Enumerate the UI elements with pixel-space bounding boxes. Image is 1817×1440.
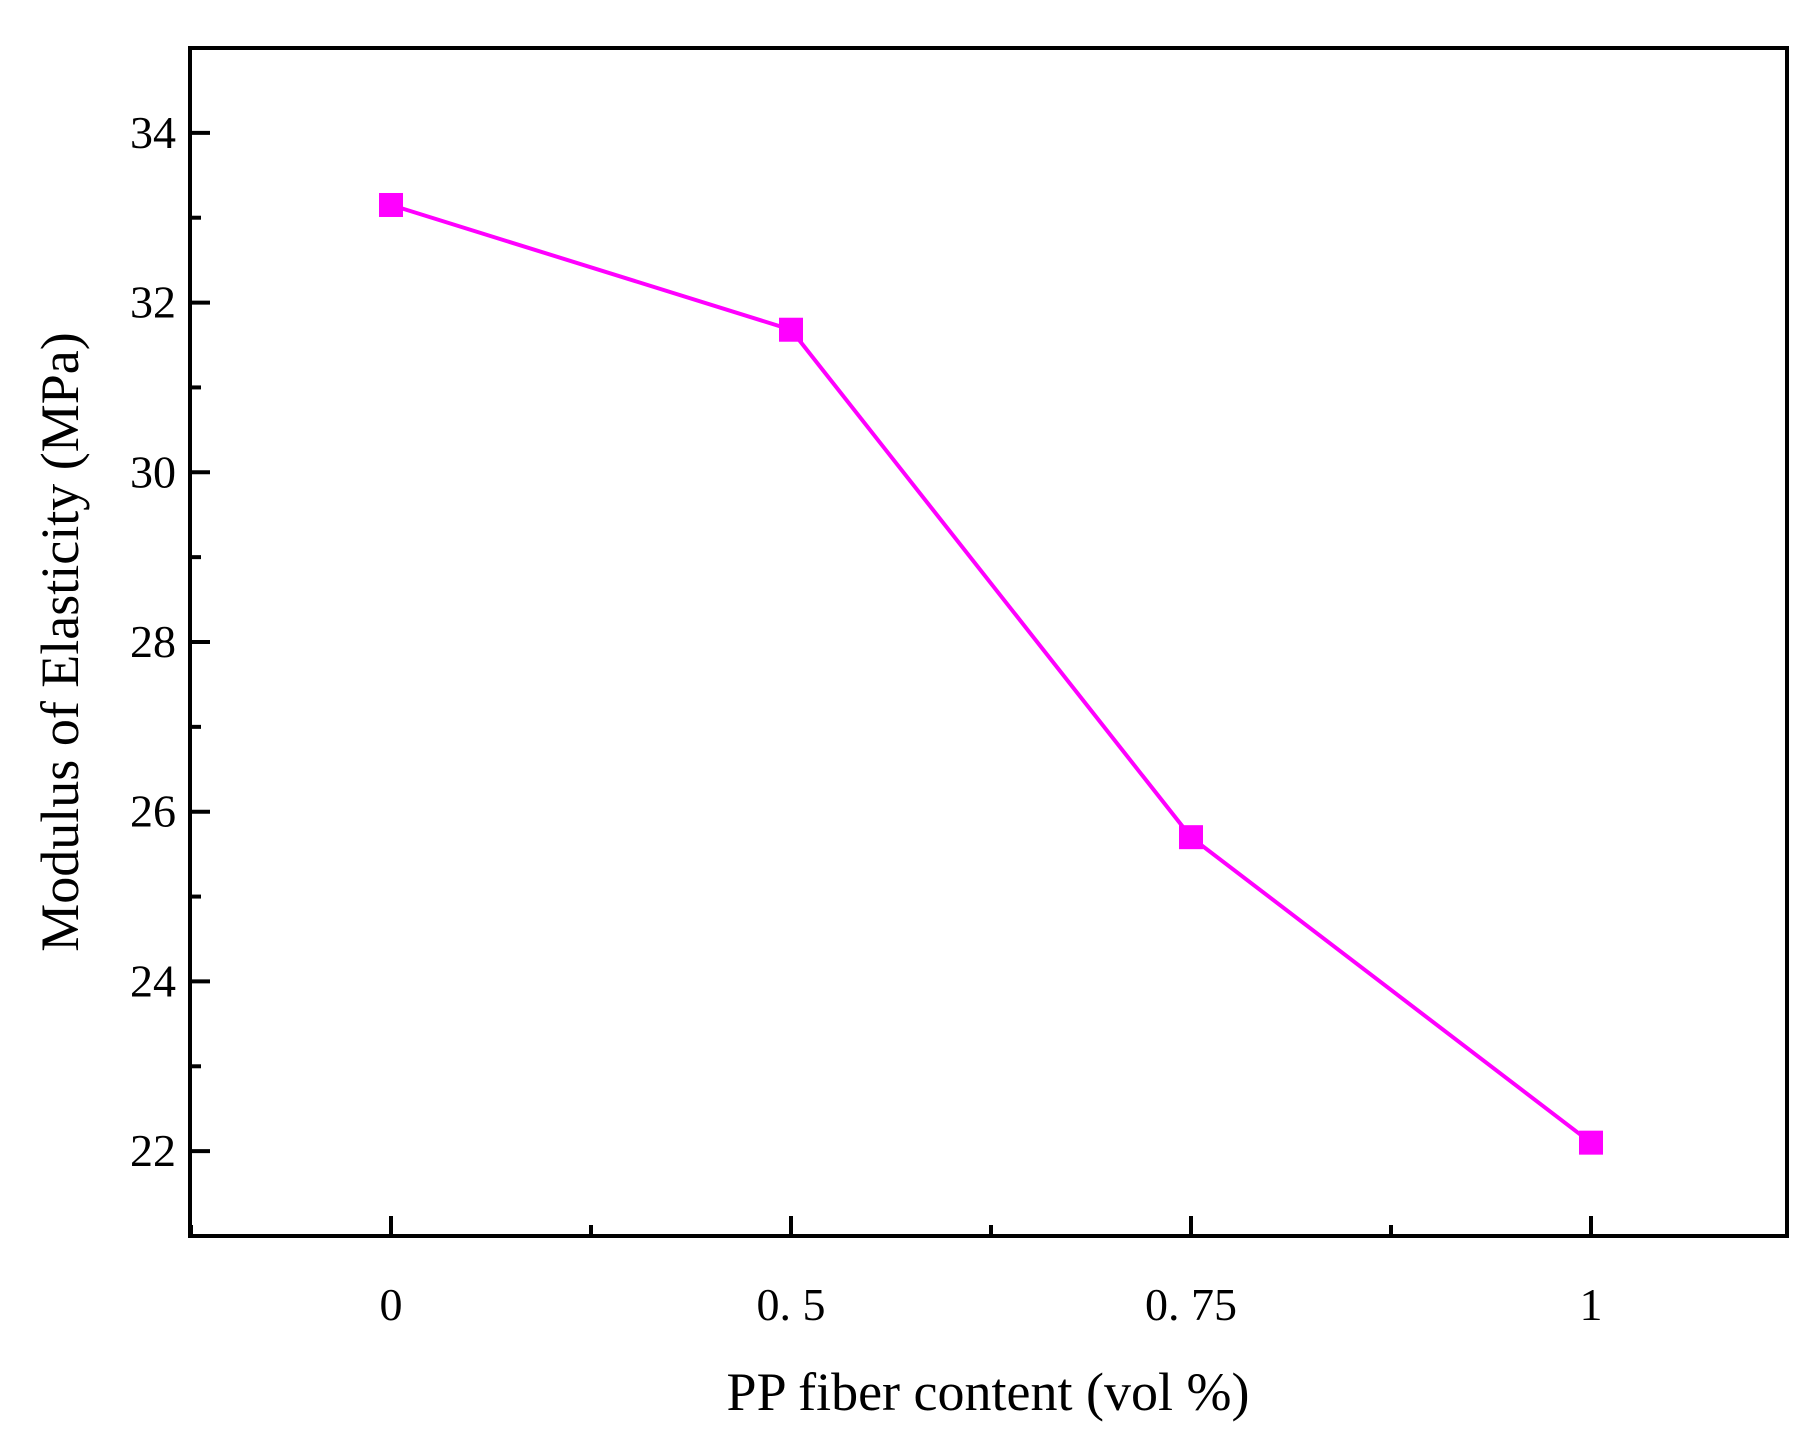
x-tick-label: 1 xyxy=(1580,1279,1603,1330)
data-point-marker xyxy=(1179,825,1203,850)
y-tick-label: 26 xyxy=(130,786,176,837)
y-tick-label: 28 xyxy=(130,616,176,667)
y-tick-label: 34 xyxy=(130,107,176,158)
x-tick-label: 0. 5 xyxy=(757,1279,826,1330)
x-tick-label: 0. 75 xyxy=(1145,1279,1237,1330)
y-axis-title: Modulus of Elasticity (MPa) xyxy=(30,332,90,951)
y-tick-label: 32 xyxy=(130,277,176,328)
data-point-marker xyxy=(379,192,403,217)
data-point-marker xyxy=(1579,1130,1603,1155)
y-tick-label: 24 xyxy=(130,955,176,1006)
x-tick-label: 0 xyxy=(380,1279,403,1330)
series-line xyxy=(390,203,1593,1145)
series-layer xyxy=(379,192,1603,1155)
y-tick-label: 22 xyxy=(130,1125,176,1176)
labels-layer: 22 24 26 28 30 32 34 0 0. 5 0. 75 1 xyxy=(130,107,1603,1330)
plot-frame xyxy=(188,46,1789,1238)
y-tick-label: 30 xyxy=(130,446,176,497)
data-point-marker xyxy=(779,317,803,342)
x-axis-title: PP fiber content (vol %) xyxy=(727,1362,1250,1422)
ticks-layer xyxy=(189,46,1593,1238)
